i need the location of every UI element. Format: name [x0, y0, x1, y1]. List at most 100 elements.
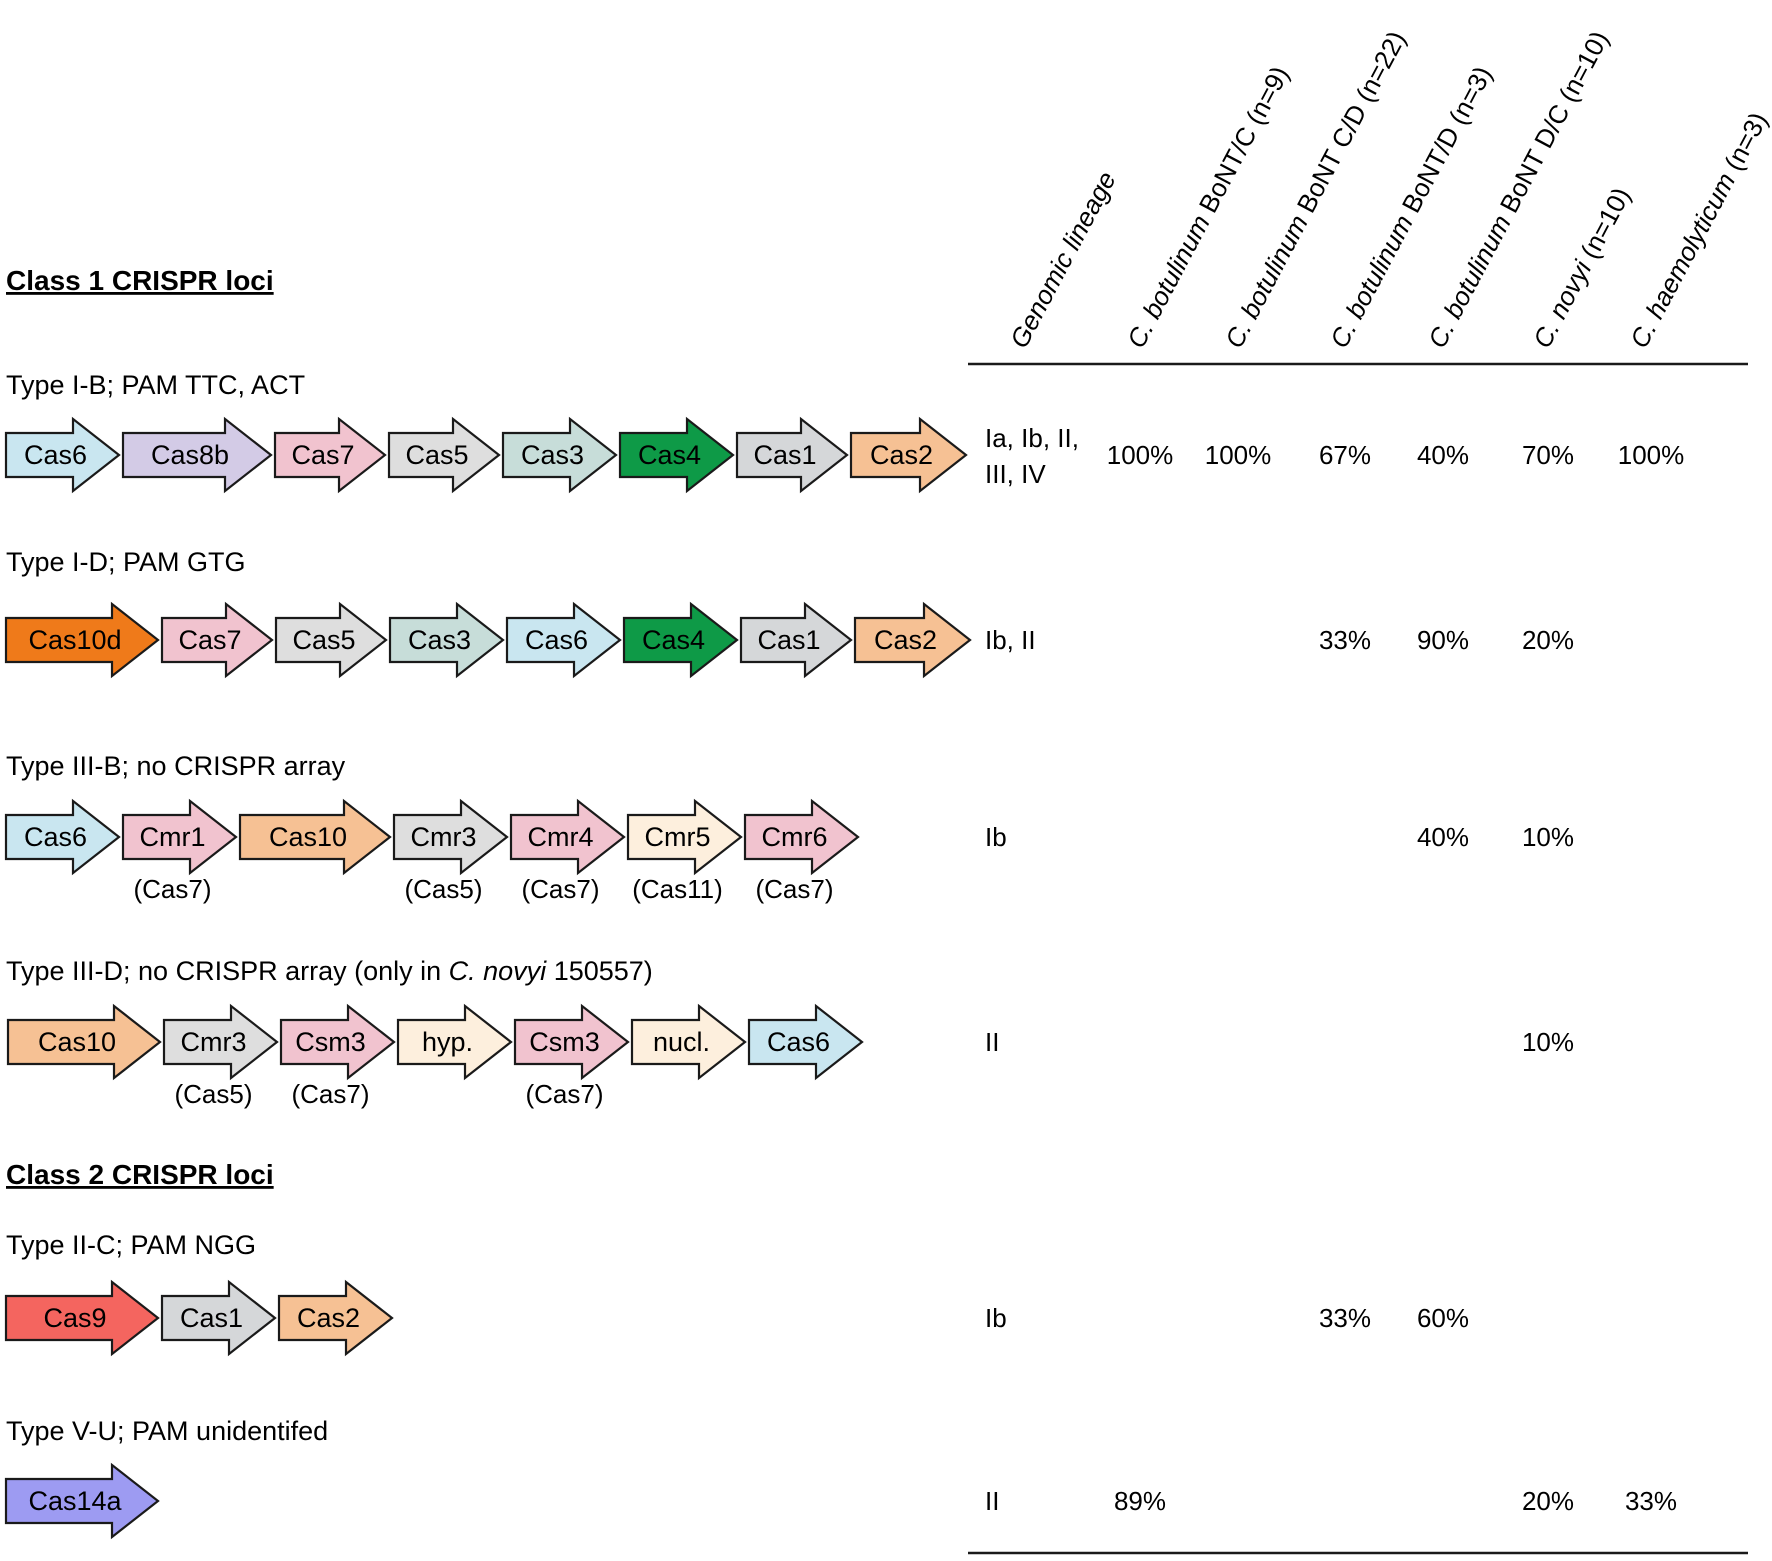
gene-arrow-nucl: nucl.	[630, 1003, 747, 1081]
locus-row: Type V-U; PAM unidentifed Cas14a II 89% 20% 3…	[4, 1416, 1677, 1540]
gene-name: Cas1	[757, 625, 820, 655]
gene-arrow-shape	[4, 601, 160, 679]
gene-name: Cas9	[43, 1303, 106, 1333]
gene-arrow-shape	[238, 798, 392, 876]
locus-row: Type III-B; no CRISPR array Cas6 Cmr1 (Cas7…	[4, 751, 1574, 904]
locus-row: Type I-D; PAM GTG Cas10d Cas7 Cas5 Cas3 Cas6 C…	[4, 547, 1574, 679]
gene-arrow-shape	[274, 601, 388, 679]
gene-name: Cas6	[767, 1027, 830, 1057]
column-header-1: Genomic lineage	[1004, 166, 1122, 352]
gene-arrow-cas5: Cas5	[387, 416, 501, 494]
prevalence-cell: 20%	[1522, 625, 1574, 655]
column-header-detail: (n=3)	[1715, 107, 1772, 182]
gene-name: hyp.	[422, 1027, 473, 1057]
gene-name: Csm3	[295, 1027, 366, 1057]
gene-arrow-cas4: Cas4	[618, 416, 735, 494]
gene-homolog: (Cas5)	[174, 1079, 252, 1109]
prevalence-cell: 100%	[1618, 440, 1685, 470]
gene-arrow-cas6: Cas6	[505, 601, 622, 679]
gene-arrow-cas3: Cas3	[388, 601, 505, 679]
gene-arrow-cmr3: Cmr3 (Cas5)	[392, 798, 509, 904]
gene-arrow-shape	[273, 416, 387, 494]
gene-arrow-shape	[618, 416, 735, 494]
loci-rows: Type I-B; PAM TTC, ACT Cas6 Cas8b Cas7 Cas5 C…	[4, 370, 1685, 1540]
gene-name: Cmr3	[411, 822, 477, 852]
lineage-cell: Ib, II	[985, 625, 1036, 655]
prevalence-cell: 10%	[1522, 822, 1574, 852]
gene-arrow-shape	[392, 798, 509, 876]
gene-arrow-shape	[743, 798, 860, 876]
gene-homolog: (Cas7)	[133, 874, 211, 904]
gene-arrow-cas1: Cas1	[739, 601, 853, 679]
gene-arrow-cas1: Cas1	[735, 416, 849, 494]
gene-name: Cas10	[38, 1027, 116, 1057]
gene-arrow-shape	[4, 416, 121, 494]
gene-arrow-cas3: Cas3	[501, 416, 618, 494]
gene-name: Cas6	[24, 440, 87, 470]
prevalence-cell: 33%	[1319, 1303, 1371, 1333]
gene-name: Cas7	[178, 625, 241, 655]
gene-arrow-cas1: Cas1	[160, 1279, 277, 1357]
gene-arrow-cas2: Cas2	[849, 416, 968, 494]
gene-arrow-cas7: Cas7	[273, 416, 387, 494]
column-header-5: C. botulinum BoNT D/C (n=10)	[1422, 26, 1615, 353]
gene-arrow-shape	[6, 1003, 162, 1081]
gene-arrow-shape	[849, 416, 968, 494]
gene-arrow-cmr6: Cmr6 (Cas7)	[743, 798, 860, 904]
locus-type-label: Type II-C; PAM NGG	[6, 1230, 256, 1260]
prevalence-cell: 100%	[1107, 440, 1174, 470]
gene-name: Cas2	[297, 1303, 360, 1333]
gene-arrow-cas7: Cas7	[160, 601, 274, 679]
gene-arrow-shape	[4, 1462, 160, 1540]
gene-arrow-shape	[4, 798, 121, 876]
gene-arrow-cas10: Cas10	[238, 798, 392, 876]
gene-arrow-cmr5: Cmr5 (Cas11)	[626, 798, 743, 904]
gene-arrow-cas10: Cas10	[6, 1003, 162, 1081]
lineage-cell: II	[985, 1027, 999, 1057]
gene-arrow-shape	[626, 798, 743, 876]
gene-homolog: (Cas7)	[291, 1079, 369, 1109]
class1-section-title: Class 1 CRISPR loci	[6, 265, 274, 296]
gene-name: nucl.	[653, 1027, 710, 1057]
gene-name: Cas6	[525, 625, 588, 655]
gene-name: Cmr3	[181, 1027, 247, 1057]
gene-arrow-cmr4: Cmr4 (Cas7)	[509, 798, 626, 904]
gene-arrow-shape	[121, 798, 238, 876]
column-header-6: C. novyi (n=10)	[1527, 182, 1637, 352]
gene-arrow-cas6: Cas6	[4, 798, 121, 876]
gene-name: Csm3	[529, 1027, 600, 1057]
gene-arrow-hyp: hyp.	[396, 1003, 513, 1081]
locus-row: Type II-C; PAM NGG Cas9 Cas1 Cas2 Ib 33% 60%	[4, 1230, 1469, 1357]
gene-name: Cmr6	[762, 822, 828, 852]
gene-arrow-shape	[162, 1003, 279, 1081]
gene-arrow-cmr3: Cmr3 (Cas5)	[162, 1003, 279, 1109]
locus-row: Type I-B; PAM TTC, ACT Cas6 Cas8b Cas7 Cas5 C…	[4, 370, 1685, 494]
gene-arrow-shape	[853, 601, 972, 679]
gene-homolog: (Cas11)	[632, 874, 723, 904]
gene-arrow-shape	[739, 601, 853, 679]
column-header-2: C. botulinum BoNT/C (n=9)	[1121, 61, 1295, 353]
lineage-cell: III, IV	[985, 459, 1046, 489]
gene-arrow-shape	[160, 601, 274, 679]
gene-arrow-shape	[121, 416, 273, 494]
column-header-detail: BoNT/D (n=3)	[1392, 61, 1498, 224]
lineage-cell: Ib	[985, 1303, 1007, 1333]
locus-type-label: Type I-B; PAM TTC, ACT	[6, 370, 305, 400]
gene-arrow-cas6: Cas6	[4, 416, 121, 494]
column-header-name: C. botulinum	[1422, 210, 1517, 353]
gene-arrow-shape	[509, 798, 626, 876]
column-header-name: C. botulinum	[1219, 210, 1314, 353]
gene-arrow-shape	[160, 1279, 277, 1357]
column-header-name: C. novyi	[1527, 255, 1598, 353]
gene-arrow-cas6: Cas6	[747, 1003, 864, 1081]
gene-arrow-shape	[279, 1003, 396, 1081]
gene-name: Cas1	[180, 1303, 243, 1333]
gene-arrow-shape	[505, 601, 622, 679]
gene-arrow-cas4: Cas4	[622, 601, 739, 679]
gene-arrow-cas8b: Cas8b	[121, 416, 273, 494]
prevalence-cell: 60%	[1417, 1303, 1469, 1333]
gene-homolog: (Cas7)	[755, 874, 833, 904]
prevalence-cell: 20%	[1522, 1486, 1574, 1516]
column-header-name: C. haemolyticum	[1624, 168, 1741, 353]
